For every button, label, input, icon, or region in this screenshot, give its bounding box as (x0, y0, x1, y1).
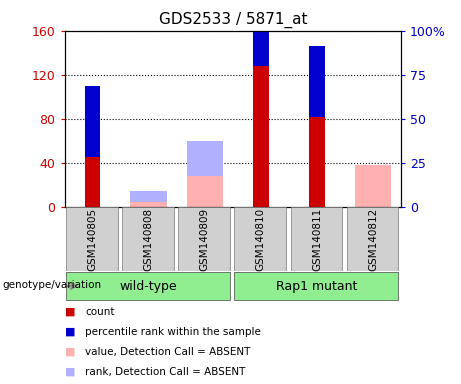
Text: ■: ■ (65, 347, 75, 357)
Bar (290, 207, 342, 271)
Text: genotype/variation: genotype/variation (2, 280, 101, 290)
Bar (235, 207, 286, 271)
Text: Rap1 mutant: Rap1 mutant (276, 280, 358, 293)
Bar (253, 66, 269, 207)
Bar (66, 207, 118, 271)
Text: count: count (85, 307, 115, 317)
Text: ■: ■ (65, 307, 75, 317)
Bar (130, 191, 167, 202)
Bar (235, 272, 398, 300)
Text: value, Detection Call = ABSENT: value, Detection Call = ABSENT (85, 347, 251, 357)
Text: GSM140808: GSM140808 (144, 207, 154, 271)
Bar (355, 166, 391, 207)
Text: wild-type: wild-type (120, 280, 177, 293)
Text: ■: ■ (65, 367, 75, 377)
Text: ■: ■ (65, 327, 75, 337)
Bar (178, 207, 230, 271)
Text: percentile rank within the sample: percentile rank within the sample (85, 327, 261, 337)
Bar (187, 177, 223, 207)
Text: GSM140805: GSM140805 (88, 207, 98, 271)
Text: rank, Detection Call = ABSENT: rank, Detection Call = ABSENT (85, 367, 246, 377)
Bar (122, 207, 174, 271)
Bar (66, 272, 230, 300)
Bar (347, 207, 398, 271)
Text: GSM140809: GSM140809 (200, 207, 210, 271)
Text: GSM140810: GSM140810 (256, 207, 266, 271)
Bar (85, 86, 100, 157)
Bar (187, 141, 223, 177)
Text: GSM140811: GSM140811 (312, 207, 322, 271)
Bar (309, 46, 325, 117)
Bar (253, 0, 269, 66)
Bar (130, 202, 167, 207)
Bar (309, 117, 325, 207)
Text: GSM140812: GSM140812 (368, 207, 378, 271)
Bar (85, 157, 100, 207)
Title: GDS2533 / 5871_at: GDS2533 / 5871_at (159, 12, 307, 28)
